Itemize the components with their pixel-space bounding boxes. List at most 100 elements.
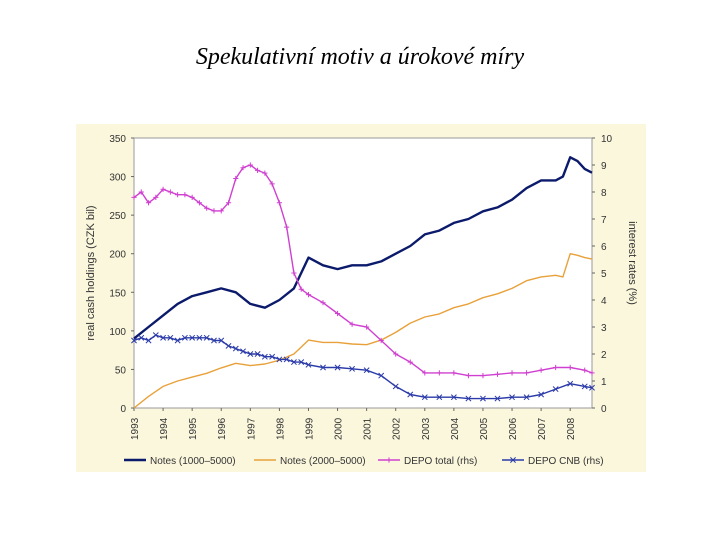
data-point (436, 370, 442, 376)
y-tick-label: 100 (109, 327, 126, 338)
y2-tick-label: 1 (601, 377, 607, 388)
data-point (232, 345, 239, 352)
data-point (349, 321, 355, 327)
x-tick-label: 2001 (363, 417, 374, 440)
data-point (538, 367, 544, 373)
data-point (523, 394, 530, 401)
data-point (240, 165, 246, 171)
series-line (133, 156, 593, 340)
data-point (567, 380, 574, 387)
y2-tick-label: 9 (601, 161, 607, 172)
y-tick-label: 50 (115, 365, 127, 376)
y-tick-label: 0 (120, 404, 126, 415)
data-point (407, 359, 413, 365)
x-tick-label: 2002 (392, 417, 403, 440)
legend-marker (386, 457, 392, 463)
data-point (218, 208, 224, 214)
data-point (523, 370, 530, 376)
series-3 (131, 332, 595, 402)
data-point (254, 167, 261, 173)
data-point (494, 395, 501, 402)
x-tick-label: 1993 (130, 417, 141, 440)
series-0 (133, 156, 593, 340)
data-point (290, 359, 297, 366)
y2-tick-label: 3 (601, 323, 607, 334)
data-point (479, 395, 486, 402)
data-point (320, 300, 326, 306)
chart-panel: 0 50 100 150 200 250 300 350 0 1 2 3 4 5 6 7 8 9 10 1993 199… (76, 124, 646, 472)
data-point (509, 394, 515, 401)
data-point (480, 373, 486, 379)
data-point (196, 200, 203, 206)
y-tick-label: 300 (109, 173, 126, 184)
data-point (465, 395, 472, 402)
data-point (160, 334, 167, 341)
data-point (233, 175, 239, 182)
data-point (145, 200, 152, 206)
data-point (145, 337, 152, 344)
data-point (247, 351, 254, 357)
data-point (254, 351, 261, 357)
x-tick-label: 1995 (188, 417, 199, 440)
x-tick-label: 1996 (217, 417, 228, 440)
data-point (552, 386, 559, 393)
data-point (182, 192, 188, 198)
data-point (298, 286, 304, 292)
data-point (152, 332, 159, 339)
data-point (225, 200, 232, 206)
data-point (494, 371, 501, 377)
data-point (261, 353, 268, 360)
data-point (204, 205, 210, 211)
y-tick-label: 350 (109, 134, 126, 145)
slide-title: Spekulativní motiv a úrokové míry (195, 44, 525, 70)
data-point (284, 224, 290, 230)
data-point (589, 370, 595, 376)
data-point (131, 194, 137, 200)
data-point (211, 208, 217, 214)
x-tick-label: 1998 (275, 417, 286, 440)
legend-marker (510, 457, 516, 463)
x-tick-label: 2004 (450, 417, 461, 440)
y-axis-title: real cash holdings (CZK bil) (85, 205, 97, 340)
data-point (269, 353, 276, 360)
data-point (407, 391, 414, 398)
plot-area (133, 137, 593, 409)
data-point (167, 334, 174, 341)
legend-label: DEPO total (rhs) (404, 456, 477, 467)
y-tick-label: 150 (109, 288, 126, 299)
series-2 (131, 162, 595, 379)
x-tick-label: 1997 (246, 417, 257, 440)
y2-tick-label: 5 (601, 269, 607, 280)
legend-entry: Notes (1000–5000) (124, 456, 236, 467)
legend-label: Notes (1000–5000) (150, 456, 236, 467)
data-point (247, 162, 253, 168)
x-tick-label: 2003 (421, 417, 432, 440)
y2-tick-label: 10 (601, 134, 613, 145)
data-point (582, 367, 588, 373)
legend-label: DEPO CNB (rhs) (528, 456, 604, 467)
line-chart: 0 50 100 150 200 250 300 350 0 1 2 3 4 5 6 7 8 9 10 1993 199… (85, 134, 638, 467)
y-tick-label: 200 (109, 250, 126, 261)
x-tick-label: 2000 (334, 417, 345, 440)
data-point (538, 391, 545, 398)
data-point (174, 337, 181, 344)
y2-axis-title: interest rates (%) (626, 221, 638, 305)
data-point (451, 370, 457, 376)
x-tick-label: 2008 (566, 417, 577, 440)
data-point (211, 337, 217, 344)
data-point (305, 361, 312, 368)
legend-entry: DEPO CNB (rhs) (502, 456, 604, 467)
y2-tick-label: 6 (601, 242, 607, 253)
data-point (240, 348, 247, 355)
data-point (509, 370, 515, 376)
data-point (421, 394, 428, 401)
data-point (378, 372, 385, 379)
x-tick-label: 2005 (479, 417, 490, 440)
data-point (181, 334, 188, 341)
data-point (305, 292, 312, 298)
data-point (153, 194, 159, 200)
x-tick-label: 1999 (304, 417, 315, 440)
data-point (378, 337, 384, 344)
data-point (465, 373, 472, 379)
data-point (436, 394, 443, 401)
